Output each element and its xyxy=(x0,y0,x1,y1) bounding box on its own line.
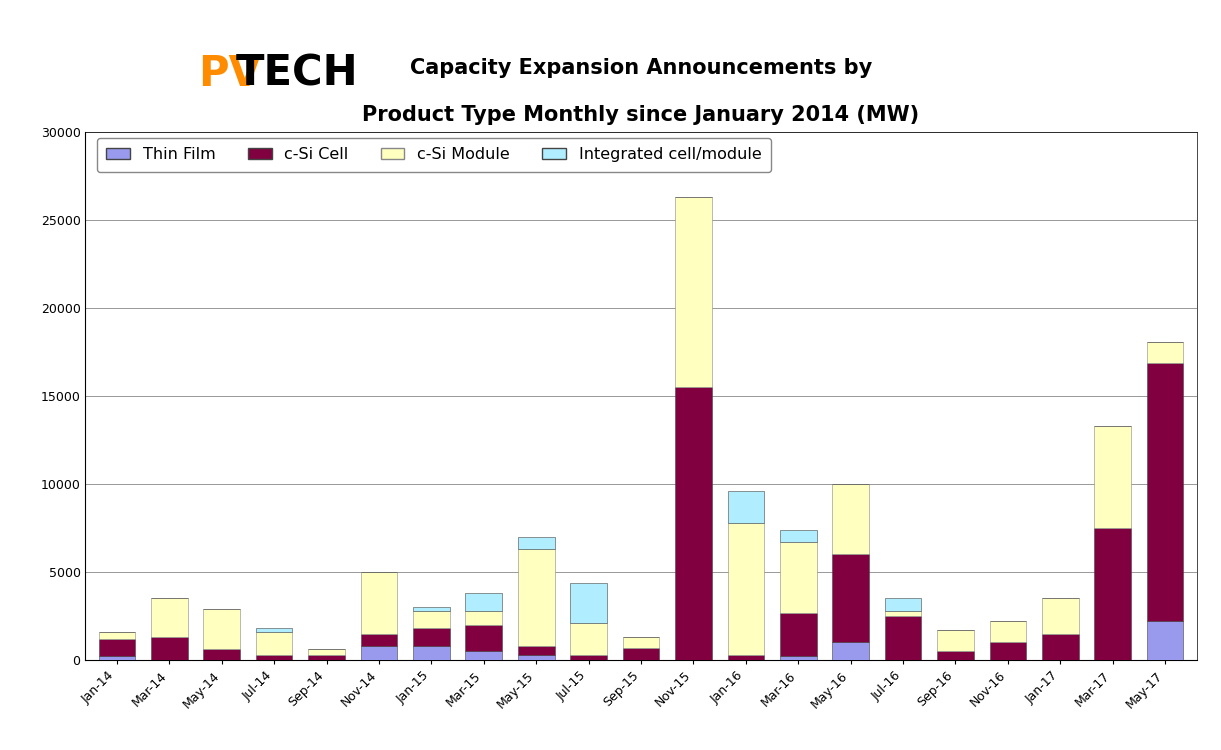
Bar xyxy=(204,650,241,660)
Bar xyxy=(256,655,293,660)
Bar xyxy=(465,651,502,660)
Bar xyxy=(1094,528,1131,660)
Bar xyxy=(623,638,659,648)
Bar xyxy=(1147,341,1183,363)
Bar xyxy=(570,583,607,623)
Bar xyxy=(885,616,922,660)
Bar xyxy=(780,613,817,656)
Text: TECH: TECH xyxy=(236,53,358,94)
Bar xyxy=(1147,363,1183,621)
Bar xyxy=(833,554,869,643)
Bar xyxy=(1147,621,1183,660)
Bar xyxy=(99,656,136,660)
Text: Capacity Expansion Announcements by: Capacity Expansion Announcements by xyxy=(410,58,872,78)
Bar xyxy=(204,609,241,650)
Bar xyxy=(518,549,554,646)
Bar xyxy=(833,484,869,554)
Bar xyxy=(1094,426,1131,528)
Bar xyxy=(413,646,449,660)
Text: PV: PV xyxy=(199,53,261,94)
Bar xyxy=(570,623,607,655)
Bar xyxy=(465,593,502,610)
Bar xyxy=(1042,634,1078,660)
Bar xyxy=(256,632,293,655)
Bar xyxy=(360,572,397,634)
Bar xyxy=(413,608,449,610)
Bar xyxy=(885,598,922,610)
Bar xyxy=(675,197,712,387)
Bar xyxy=(728,491,764,523)
Bar xyxy=(675,387,712,660)
Bar xyxy=(885,610,922,616)
Bar xyxy=(151,598,188,638)
Bar xyxy=(623,648,659,660)
Bar xyxy=(308,655,344,660)
Bar xyxy=(518,655,554,660)
Bar xyxy=(833,643,869,660)
Bar xyxy=(780,656,817,660)
Bar xyxy=(938,651,974,660)
Bar xyxy=(99,639,136,656)
Bar xyxy=(518,646,554,655)
Bar xyxy=(308,650,344,655)
Bar xyxy=(151,638,188,660)
Bar xyxy=(728,655,764,660)
Bar xyxy=(728,523,764,655)
Bar xyxy=(780,542,817,613)
Bar xyxy=(518,537,554,549)
Bar xyxy=(465,625,502,651)
Legend: Thin Film, c-Si Cell, c-Si Module, Integrated cell/module: Thin Film, c-Si Cell, c-Si Module, Integ… xyxy=(96,137,770,172)
Bar xyxy=(1042,598,1078,634)
Text: Product Type Monthly since January 2014 (MW): Product Type Monthly since January 2014 … xyxy=(363,105,919,125)
Bar xyxy=(570,655,607,660)
Bar xyxy=(938,630,974,651)
Bar xyxy=(989,621,1026,643)
Bar xyxy=(360,646,397,660)
Bar xyxy=(780,530,817,542)
Bar xyxy=(413,610,449,628)
Bar xyxy=(256,628,293,632)
Bar xyxy=(413,628,449,646)
Bar xyxy=(465,610,502,625)
Bar xyxy=(989,643,1026,660)
Bar xyxy=(360,634,397,646)
Bar xyxy=(99,632,136,639)
